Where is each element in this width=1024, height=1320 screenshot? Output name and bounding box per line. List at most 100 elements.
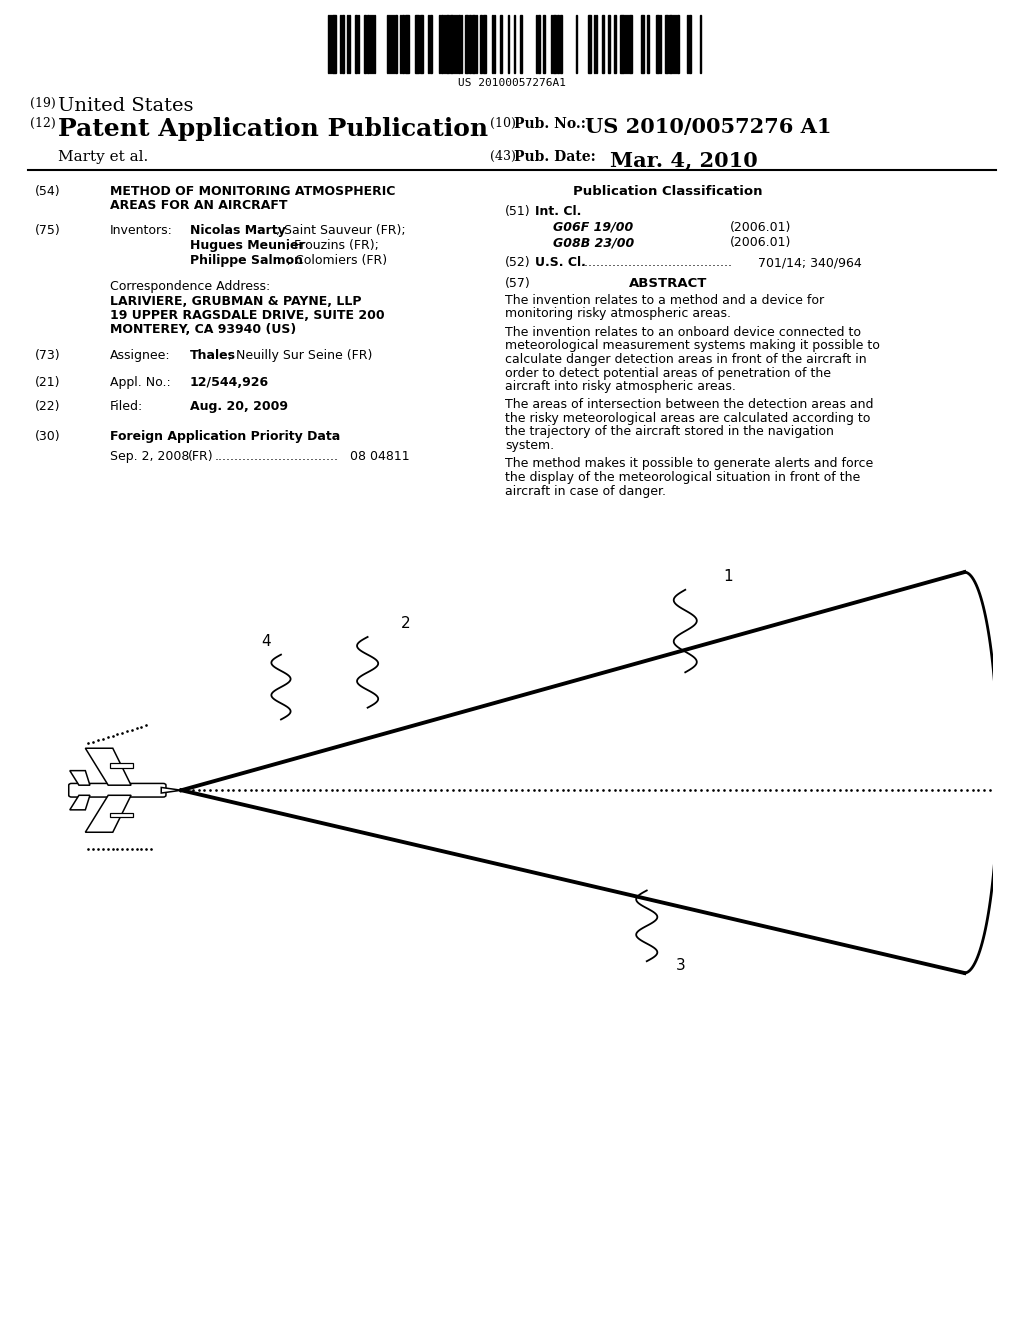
- Text: (FR): (FR): [188, 450, 214, 463]
- Bar: [367, 15, 369, 73]
- Text: , Neuilly Sur Seine (FR): , Neuilly Sur Seine (FR): [228, 348, 373, 362]
- Text: calculate danger detection areas in front of the aircraft in: calculate danger detection areas in fron…: [505, 352, 866, 366]
- Text: Inventors:: Inventors:: [110, 224, 173, 238]
- Polygon shape: [70, 771, 90, 785]
- Bar: [543, 15, 545, 73]
- Bar: [465, 15, 468, 73]
- Text: (73): (73): [35, 348, 60, 362]
- Bar: [458, 15, 460, 73]
- Text: the display of the meteorological situation in front of the: the display of the meteorological situat…: [505, 471, 860, 484]
- Bar: [415, 15, 419, 73]
- Bar: [602, 15, 604, 73]
- Bar: [406, 15, 409, 73]
- Text: The invention relates to an onboard device connected to: The invention relates to an onboard devi…: [505, 326, 861, 339]
- Text: AREAS FOR AN AIRCRAFT: AREAS FOR AN AIRCRAFT: [110, 199, 288, 213]
- Text: U.S. Cl.: U.S. Cl.: [535, 256, 586, 269]
- Text: 19 UPPER RAGSDALE DRIVE, SUITE 200: 19 UPPER RAGSDALE DRIVE, SUITE 200: [110, 309, 385, 322]
- Text: 1: 1: [724, 569, 733, 583]
- Bar: [520, 15, 522, 73]
- Text: 08 04811: 08 04811: [350, 450, 410, 463]
- Text: (10): (10): [490, 117, 516, 129]
- Text: Thales: Thales: [190, 348, 236, 362]
- Text: The areas of intersection between the detection areas and: The areas of intersection between the de…: [505, 399, 873, 412]
- Text: Marty et al.: Marty et al.: [58, 150, 148, 164]
- Text: Appl. No.:: Appl. No.:: [110, 376, 171, 389]
- Text: (57): (57): [505, 277, 530, 290]
- Text: METHOD OF MONITORING ATMOSPHERIC: METHOD OF MONITORING ATMOSPHERIC: [110, 185, 395, 198]
- Text: (51): (51): [505, 205, 530, 218]
- Bar: [665, 15, 668, 73]
- Bar: [689, 15, 691, 73]
- Text: (43): (43): [490, 150, 516, 162]
- Bar: [669, 15, 672, 73]
- Bar: [332, 15, 336, 73]
- Text: , Saint Sauveur (FR);: , Saint Sauveur (FR);: [276, 224, 406, 238]
- Text: Patent Application Publication: Patent Application Publication: [58, 117, 488, 141]
- Bar: [647, 15, 649, 73]
- Polygon shape: [85, 748, 131, 785]
- Text: Philippe Salmon: Philippe Salmon: [190, 253, 303, 267]
- Text: Hugues Meunier: Hugues Meunier: [190, 239, 304, 252]
- Text: (54): (54): [35, 185, 60, 198]
- Text: Aug. 20, 2009: Aug. 20, 2009: [190, 400, 288, 413]
- Bar: [608, 15, 610, 73]
- Text: , Frouzins (FR);: , Frouzins (FR);: [286, 239, 379, 252]
- Bar: [483, 15, 486, 73]
- Bar: [420, 15, 423, 73]
- Polygon shape: [70, 795, 90, 810]
- Bar: [364, 15, 366, 73]
- Text: (22): (22): [35, 400, 60, 413]
- Text: US 2010/0057276 A1: US 2010/0057276 A1: [585, 117, 831, 137]
- Text: ABSTRACT: ABSTRACT: [629, 277, 708, 290]
- Bar: [450, 15, 453, 73]
- Text: (2006.01): (2006.01): [730, 220, 792, 234]
- Bar: [480, 15, 482, 73]
- Bar: [588, 15, 591, 73]
- Text: Mar. 4, 2010: Mar. 4, 2010: [610, 150, 758, 170]
- Text: monitoring risky atmospheric areas.: monitoring risky atmospheric areas.: [505, 308, 731, 321]
- Bar: [656, 15, 659, 73]
- Text: Pub. Date:: Pub. Date:: [514, 150, 596, 164]
- Text: 12/544,926: 12/544,926: [190, 376, 269, 389]
- Bar: [557, 15, 559, 73]
- Text: aircraft into risky atmospheric areas.: aircraft into risky atmospheric areas.: [505, 380, 736, 393]
- Bar: [355, 15, 357, 73]
- Text: ...............................: ...............................: [215, 450, 339, 463]
- Bar: [629, 15, 632, 73]
- FancyBboxPatch shape: [69, 784, 166, 797]
- Text: MONTEREY, CA 93940 (US): MONTEREY, CA 93940 (US): [110, 323, 296, 337]
- Bar: [500, 15, 502, 73]
- Text: US 20100057276A1: US 20100057276A1: [458, 78, 566, 88]
- Text: Sep. 2, 2008: Sep. 2, 2008: [110, 450, 189, 463]
- Text: 701/14; 340/964: 701/14; 340/964: [758, 256, 862, 269]
- Bar: [469, 15, 471, 73]
- Text: LARIVIERE, GRUBMAN & PAYNE, LLP: LARIVIERE, GRUBMAN & PAYNE, LLP: [110, 294, 361, 308]
- Text: (75): (75): [35, 224, 60, 238]
- Text: Assignee:: Assignee:: [110, 348, 171, 362]
- Text: United States: United States: [58, 96, 194, 115]
- Text: Nicolas Marty: Nicolas Marty: [190, 224, 286, 238]
- Text: (2006.01): (2006.01): [730, 236, 792, 249]
- Bar: [620, 15, 624, 73]
- Text: 3: 3: [676, 958, 685, 973]
- Bar: [430, 15, 432, 73]
- Text: Foreign Application Priority Data: Foreign Application Priority Data: [110, 430, 340, 444]
- Bar: [110, 813, 133, 817]
- Text: meteorological measurement systems making it possible to: meteorological measurement systems makin…: [505, 339, 880, 352]
- Text: The invention relates to a method and a device for: The invention relates to a method and a …: [505, 294, 824, 308]
- Text: order to detect potential areas of penetration of the: order to detect potential areas of penet…: [505, 367, 831, 380]
- Text: Filed:: Filed:: [110, 400, 143, 413]
- Text: aircraft in case of danger.: aircraft in case of danger.: [505, 484, 666, 498]
- Text: Pub. No.:: Pub. No.:: [514, 117, 586, 131]
- Bar: [402, 15, 404, 73]
- Text: Correspondence Address:: Correspondence Address:: [110, 280, 270, 293]
- Bar: [110, 763, 133, 768]
- Text: (52): (52): [505, 256, 530, 269]
- Text: ......................................: ......................................: [581, 256, 733, 269]
- Text: G06F 19/00: G06F 19/00: [553, 220, 633, 234]
- Text: the risky meteorological areas are calculated according to: the risky meteorological areas are calcu…: [505, 412, 870, 425]
- Text: system.: system.: [505, 440, 554, 451]
- Bar: [342, 15, 344, 73]
- Bar: [446, 15, 449, 73]
- Bar: [560, 15, 562, 73]
